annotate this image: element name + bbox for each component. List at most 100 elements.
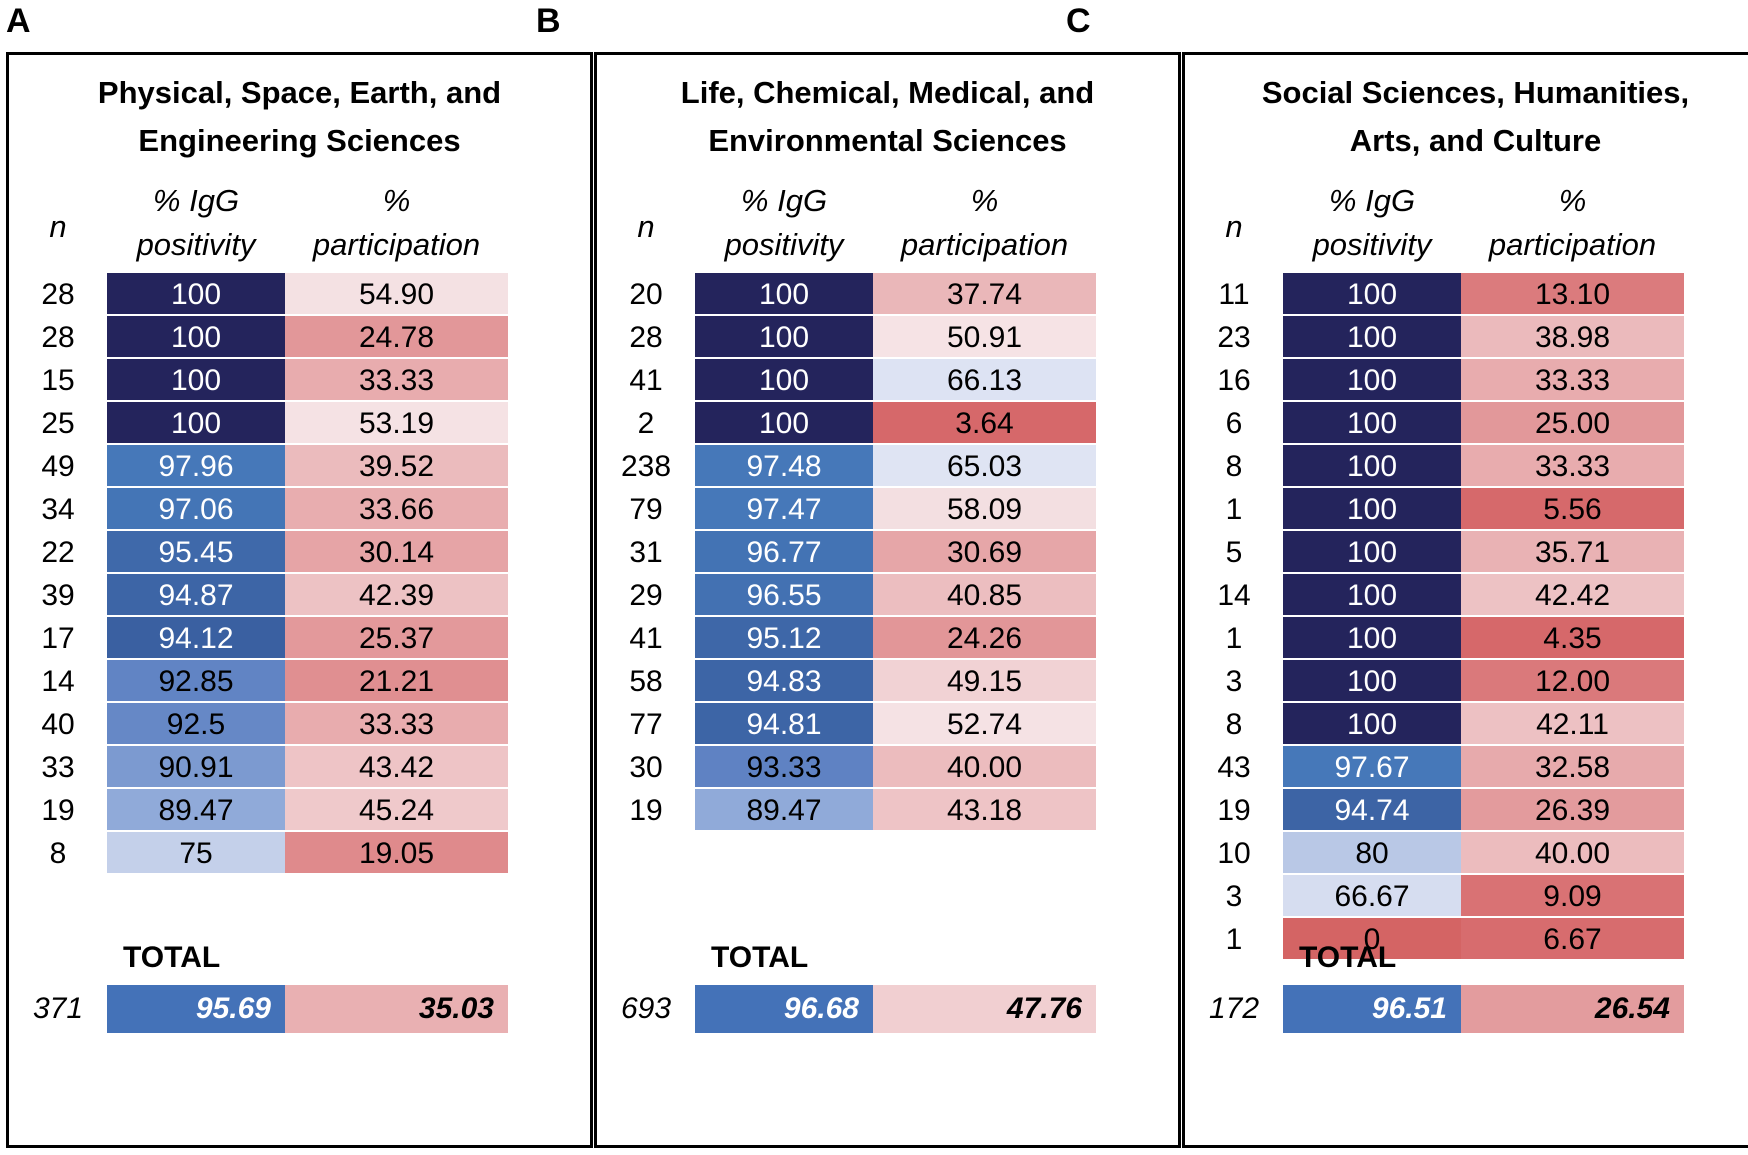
n-cell: 79 xyxy=(629,493,663,526)
igg-cell: 100 xyxy=(107,316,285,359)
panel-a: Physical, Space, Earth, and Engineering … xyxy=(6,52,593,1148)
n-cell: 25 xyxy=(41,407,75,440)
participation-cell: 42.39 xyxy=(285,574,508,617)
participation-cell: 54.90 xyxy=(285,273,508,316)
participation-cell: 42.11 xyxy=(1461,703,1684,746)
header-n: n xyxy=(49,209,67,244)
n-cell: 23 xyxy=(1217,321,1251,354)
title-line-1: Social Sciences, Humanities, xyxy=(1261,75,1690,110)
header-part-line-2: participation xyxy=(312,227,481,262)
n-cell: 14 xyxy=(41,665,75,698)
n-cell: 238 xyxy=(620,450,672,483)
participation-cell: 5.56 xyxy=(1461,488,1684,531)
panel-letter-c: C xyxy=(1066,2,1091,40)
n-cell: 8 xyxy=(49,837,67,870)
igg-cell: 100 xyxy=(695,316,873,359)
participation-cell: 37.74 xyxy=(873,273,1096,316)
igg-cell: 94.12 xyxy=(107,617,285,660)
n-cell: 17 xyxy=(41,622,75,655)
participation-cell: 40.00 xyxy=(1461,832,1684,875)
total-label: TOTAL xyxy=(1299,941,1397,974)
header-participation: % participation xyxy=(1461,179,1684,267)
igg-cell: 97.47 xyxy=(695,488,873,531)
participation-cell: 35.71 xyxy=(1461,531,1684,574)
total-igg-cell: 96.51 xyxy=(1283,985,1461,1033)
participation-cell: 43.18 xyxy=(873,789,1096,832)
header-igg-line-1: % IgG xyxy=(152,183,240,218)
panel-b: Life, Chemical, Medical, and Environment… xyxy=(594,52,1181,1148)
total-participation-cell: 35.03 xyxy=(285,985,508,1033)
table-rows: 20 100 37.74 28 100 50.91 41 100 66.13 2 100 3.64 23… xyxy=(597,55,1178,1145)
igg-cell: 97.67 xyxy=(1283,746,1461,789)
igg-cell: 100 xyxy=(695,402,873,445)
n-cell: 14 xyxy=(1217,579,1251,612)
igg-cell: 93.33 xyxy=(695,746,873,789)
header-n: n xyxy=(637,209,655,244)
igg-cell: 100 xyxy=(107,402,285,445)
igg-cell: 66.67 xyxy=(1283,875,1461,918)
header-participation: % participation xyxy=(873,179,1096,267)
participation-cell: 25.00 xyxy=(1461,402,1684,445)
panel-letter-b: B xyxy=(536,2,561,40)
participation-cell: 9.09 xyxy=(1461,875,1684,918)
n-cell: 30 xyxy=(629,751,663,784)
n-cell: 22 xyxy=(41,536,75,569)
n-cell: 39 xyxy=(41,579,75,612)
n-cell: 49 xyxy=(41,450,75,483)
igg-cell: 100 xyxy=(1283,660,1461,703)
igg-cell: 100 xyxy=(1283,402,1461,445)
n-cell: 19 xyxy=(629,794,663,827)
participation-cell: 21.21 xyxy=(285,660,508,703)
igg-cell: 92.5 xyxy=(107,703,285,746)
igg-cell: 100 xyxy=(1283,531,1461,574)
igg-cell: 80 xyxy=(1283,832,1461,875)
n-cell: 3 xyxy=(1225,665,1243,698)
igg-cell: 0 xyxy=(1283,918,1461,961)
n-cell: 58 xyxy=(629,665,663,698)
participation-cell: 6.67 xyxy=(1461,918,1684,961)
igg-cell: 92.85 xyxy=(107,660,285,703)
igg-cell: 94.74 xyxy=(1283,789,1461,832)
participation-cell: 40.00 xyxy=(873,746,1096,789)
participation-cell: 3.64 xyxy=(873,402,1096,445)
header-participation: % participation xyxy=(285,179,508,267)
participation-cell: 12.00 xyxy=(1461,660,1684,703)
header-part-line-2: participation xyxy=(1488,227,1657,262)
table-rows: 11 100 13.10 23 100 38.98 16 100 33.33 6 100 25.00 8… xyxy=(1185,55,1748,1145)
participation-cell: 49.15 xyxy=(873,660,1096,703)
n-cell: 16 xyxy=(1217,364,1251,397)
igg-cell: 94.87 xyxy=(107,574,285,617)
n-cell: 2 xyxy=(637,407,655,440)
total-participation-cell: 47.76 xyxy=(873,985,1096,1033)
participation-cell: 30.69 xyxy=(873,531,1096,574)
title-line-1: Life, Chemical, Medical, and xyxy=(680,75,1095,110)
igg-cell: 94.81 xyxy=(695,703,873,746)
igg-cell: 100 xyxy=(107,359,285,402)
header-part-line-2: participation xyxy=(900,227,1069,262)
header-igg-line-2: positivity xyxy=(136,227,256,262)
n-cell: 33 xyxy=(41,751,75,784)
n-cell: 20 xyxy=(629,278,663,311)
n-cell: 77 xyxy=(629,708,663,741)
participation-cell: 66.13 xyxy=(873,359,1096,402)
panel-title: Physical, Space, Earth, and Engineering … xyxy=(9,69,590,165)
participation-cell: 19.05 xyxy=(285,832,508,875)
title-line-1: Physical, Space, Earth, and xyxy=(97,75,502,110)
igg-cell: 89.47 xyxy=(107,789,285,832)
igg-cell: 97.06 xyxy=(107,488,285,531)
n-cell: 8 xyxy=(1225,450,1243,483)
igg-cell: 90.91 xyxy=(107,746,285,789)
participation-cell: 33.66 xyxy=(285,488,508,531)
n-cell: 31 xyxy=(629,536,663,569)
header-igg-line-1: % IgG xyxy=(1328,183,1416,218)
participation-cell: 33.33 xyxy=(1461,359,1684,402)
header-igg-line-1: % IgG xyxy=(740,183,828,218)
igg-cell: 75 xyxy=(107,832,285,875)
panel-letter-a: A xyxy=(6,2,31,40)
n-cell: 41 xyxy=(629,364,663,397)
n-cell: 28 xyxy=(41,278,75,311)
header-igg-line-2: positivity xyxy=(1312,227,1432,262)
igg-cell: 100 xyxy=(1283,316,1461,359)
panel-c: Social Sciences, Humanities, Arts, and C… xyxy=(1182,52,1748,1148)
igg-cell: 100 xyxy=(1283,617,1461,660)
